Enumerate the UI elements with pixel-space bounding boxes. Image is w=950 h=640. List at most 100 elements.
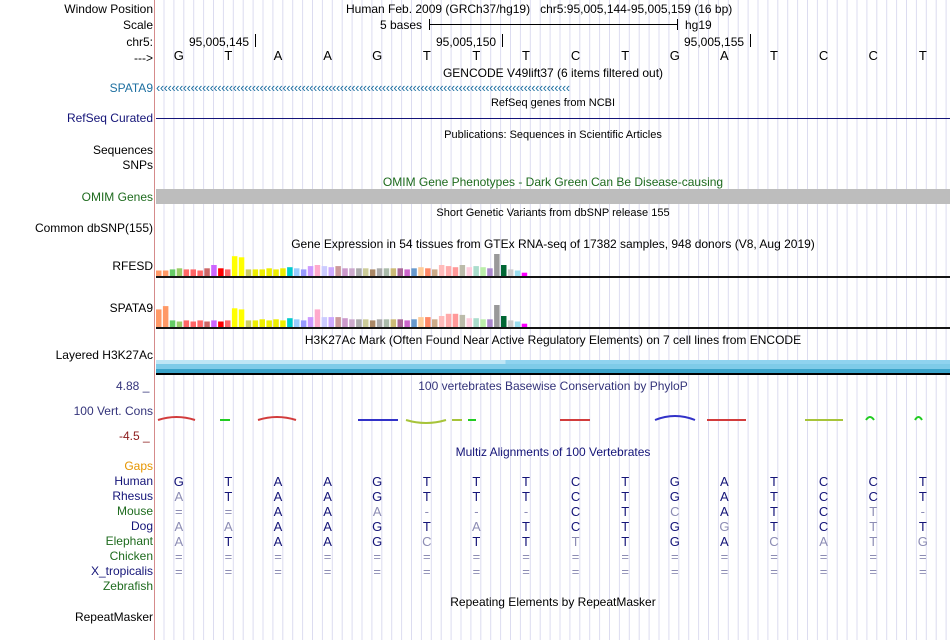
phylop-title[interactable]: 100 vertebrates Basewise Conservation by… [418, 379, 688, 393]
aligned-base: A [372, 504, 382, 519]
ref-base: T [918, 48, 927, 63]
aligned-base: A [323, 489, 332, 504]
aligned-base: G [372, 489, 383, 504]
scale-bases: 5 bases [380, 18, 423, 32]
aligned-base: - [920, 504, 925, 519]
aligned-base: A [819, 534, 828, 549]
aligned-base: T [224, 474, 233, 489]
refseq-title[interactable]: RefSeq genes from NCBI [490, 97, 616, 109]
aligned-base: A [273, 534, 283, 549]
label-separator [154, 0, 155, 640]
aligned-base: T [918, 489, 927, 504]
aligned-base: = [224, 549, 233, 564]
aligned-base: T [869, 504, 878, 519]
omim-title[interactable]: OMIM Gene Phenotypes - Dark Green Can Be… [382, 175, 724, 189]
omim-label[interactable]: OMIM Genes [81, 190, 153, 204]
aligned-base: T [472, 474, 481, 489]
species-label-elephant[interactable]: Elephant [105, 534, 153, 548]
aligned-base: A [720, 504, 729, 519]
aligned-base: G [372, 519, 383, 534]
h3k27ac-label[interactable]: Layered H3K27Ac [55, 348, 153, 362]
gencode-title[interactable]: GENCODE V49lift37 (6 items filtered out) [442, 66, 664, 80]
window-position-text[interactable]: Human Feb. 2009 (GRCh37/hg19) chr5:95,00… [346, 2, 733, 16]
scale-bar [429, 24, 677, 25]
scale-label: Scale [122, 18, 153, 32]
position-tick-1 [255, 34, 256, 47]
species-label-rhesus[interactable]: Rhesus [112, 489, 153, 503]
aligned-base: = [819, 564, 828, 579]
gencode-gene-label[interactable]: SPATA9 [109, 81, 153, 95]
dbsnp-title[interactable]: Short Genetic Variants from dbSNP releas… [436, 207, 670, 219]
aligned-base: T [522, 489, 530, 504]
ref-base: G [669, 48, 680, 63]
aligned-base: = [770, 549, 778, 564]
aligned-base: = [323, 564, 332, 579]
aligned-base: G [669, 519, 680, 534]
species-label-chicken[interactable]: Chicken [109, 549, 153, 563]
gaps-label[interactable]: Gaps [124, 459, 153, 473]
refseq-feature-line[interactable] [156, 118, 950, 119]
species-label-zebrafish[interactable]: Zebrafish [102, 579, 153, 593]
aligned-base: = [522, 564, 530, 579]
repeatmasker-label[interactable]: RepeatMasker [74, 610, 153, 624]
species-label-x_tropicalis[interactable]: X_tropicalis [90, 564, 153, 578]
aligned-base: T [770, 504, 778, 519]
spata9-gene-feature[interactable]: ‹‹‹‹‹‹‹‹‹‹‹‹‹‹‹‹‹‹‹‹‹‹‹‹‹‹‹‹‹‹‹‹‹‹‹‹‹‹‹‹… [156, 80, 570, 95]
snps-label[interactable]: SNPs [122, 158, 153, 172]
aligned-base: A [720, 489, 729, 504]
aligned-base: A [224, 519, 233, 534]
aligned-base: G [719, 519, 730, 534]
ref-base: T [224, 48, 233, 63]
multiz-title[interactable]: Multiz Alignments of 100 Vertebrates [455, 445, 651, 459]
aligned-base: = [423, 549, 431, 564]
aligned-base: = [571, 564, 580, 579]
aligned-base: A [323, 519, 332, 534]
aligned-base: T [522, 534, 530, 549]
refseq-label[interactable]: RefSeq Curated [66, 111, 153, 125]
aligned-base: - [424, 504, 429, 519]
aligned-base: T [472, 489, 481, 504]
ref-base: C [868, 48, 878, 63]
omim-feature-bar[interactable] [156, 189, 950, 204]
species-label-dog[interactable]: Dog [130, 519, 153, 533]
ref-base: A [323, 48, 332, 63]
aligned-base: = [472, 549, 481, 564]
aligned-base: = [869, 549, 877, 564]
aligned-base: A [174, 534, 184, 549]
dbsnp-label[interactable]: Common dbSNP(155) [34, 221, 153, 235]
publications-title[interactable]: Publications: Sequences in Scientific Ar… [444, 129, 662, 141]
aligned-base: = [472, 564, 481, 579]
species-label-human[interactable]: Human [114, 474, 153, 488]
phylop-label[interactable]: 100 Vert. Cons [73, 404, 153, 418]
aligned-base: T [869, 519, 878, 534]
species-label-mouse[interactable]: Mouse [116, 504, 153, 518]
aligned-base: = [720, 564, 729, 579]
aligned-base: C [670, 504, 680, 519]
gtex-title[interactable]: Gene Expression in 54 tissues from GTEx … [291, 237, 815, 251]
scale-assembly: hg19 [685, 18, 712, 32]
repeatmasker-title[interactable]: Repeating Elements by RepeatMasker [450, 595, 656, 609]
aligned-base: = [224, 504, 233, 519]
aligned-base: T [571, 534, 580, 549]
aligned-base: G [669, 534, 680, 549]
ref-base: A [273, 48, 283, 63]
publications-label[interactable]: Sequences [92, 143, 153, 157]
aligned-base: = [621, 549, 629, 564]
ref-base: G [372, 48, 383, 63]
aligned-base: T [621, 519, 630, 534]
aligned-base: T [621, 534, 630, 549]
h3k27ac-layer-2 [156, 364, 950, 369]
aligned-base: A [273, 519, 283, 534]
h3k27ac-signal[interactable] [156, 360, 950, 375]
aligned-base: G [917, 534, 928, 549]
chrom-label: chr5: [126, 35, 153, 49]
gtex-gene-label-2[interactable]: SPATA9 [109, 301, 153, 315]
aligned-base: T [770, 474, 778, 489]
aligned-base: = [919, 564, 927, 579]
aligned-base: = [323, 549, 332, 564]
h3k27ac-title[interactable]: H3K27Ac Mark (Often Found Near Active Re… [304, 333, 802, 347]
ref-base: T [422, 48, 431, 63]
h3k27ac-layer-3 [156, 369, 950, 373]
gtex-gene-label-1[interactable]: RFESD [112, 259, 153, 273]
